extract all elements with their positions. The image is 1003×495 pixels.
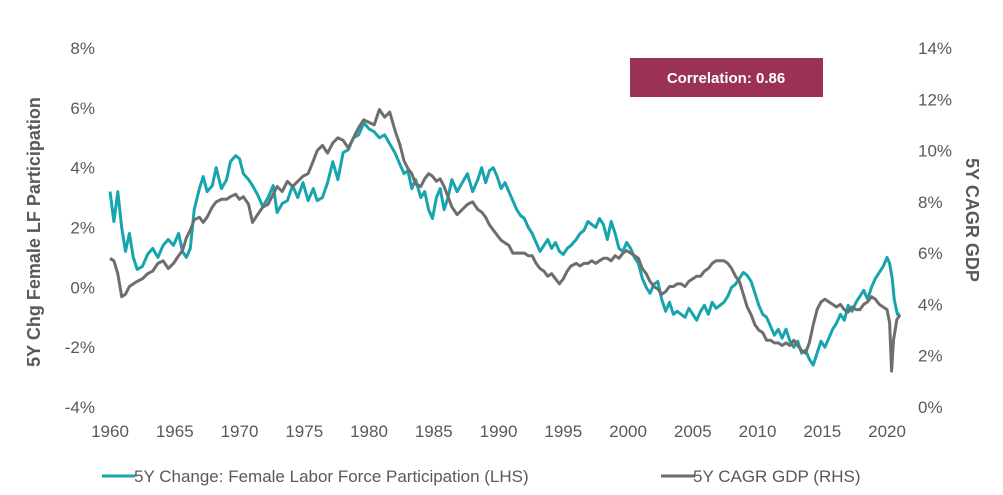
series-line-female-lfp (108, 121, 900, 367)
x-tick-label: 2020 (868, 422, 906, 441)
series-line-gdp (109, 108, 902, 373)
left-y-tick-label: 4% (70, 159, 95, 178)
right-axis-title: 5Y CAGR GDP (962, 158, 982, 282)
x-tick-label: 1985 (415, 422, 453, 441)
x-tick-label: 1960 (91, 422, 129, 441)
left-y-tick-label: 8% (70, 39, 95, 58)
x-tick-label: 2015 (803, 422, 841, 441)
right-y-axis: 14% 12% 10% 8% 6% 4% 2% 0% (918, 39, 952, 417)
x-tick-label: 2010 (739, 422, 777, 441)
x-tick-label: 2000 (609, 422, 647, 441)
right-y-tick-label: 10% (918, 142, 952, 161)
legend-label-gdp: 5Y CAGR GDP (RHS) (693, 467, 861, 486)
left-y-tick-label: -2% (65, 338, 95, 357)
right-y-tick-label: 8% (918, 193, 943, 212)
x-tick-label: 1970 (221, 422, 259, 441)
right-y-tick-label: 0% (918, 398, 943, 417)
x-tick-label: 2005 (674, 422, 712, 441)
left-y-tick-label: 2% (70, 219, 95, 238)
correlation-badge-box (630, 58, 823, 97)
legend: 5Y Change: Female Labor Force Participat… (102, 467, 861, 486)
left-y-tick-label: -4% (65, 398, 95, 417)
left-y-tick-label: 0% (70, 278, 95, 297)
right-y-tick-label: 2% (918, 347, 943, 366)
plot-lines (108, 108, 902, 373)
correlation-badge: Correlation: 0.86 (630, 58, 823, 97)
x-axis: 1960 1965 1970 1975 1980 1985 1990 1995 2000 2005… (91, 422, 906, 441)
right-y-tick-label: 6% (918, 244, 943, 263)
correlation-label: Correlation: 0.86 (667, 70, 785, 87)
x-tick-label: 1965 (156, 422, 194, 441)
x-tick-label: 1975 (285, 422, 323, 441)
x-tick-label: 1995 (544, 422, 582, 441)
legend-label-female-lfp: 5Y Change: Female Labor Force Participat… (134, 467, 529, 486)
left-y-tick-label: 6% (70, 99, 95, 118)
x-tick-label: 1990 (480, 422, 518, 441)
left-axis-title: 5Y Chg Female LF Participation (24, 97, 44, 367)
x-tick-label: 1980 (350, 422, 388, 441)
left-y-axis: 8% 6% 4% 2% 0% -2% -4% (65, 39, 95, 417)
right-y-tick-label: 12% (918, 90, 952, 109)
right-y-tick-label: 14% (918, 39, 952, 58)
right-y-tick-label: 4% (918, 295, 943, 314)
